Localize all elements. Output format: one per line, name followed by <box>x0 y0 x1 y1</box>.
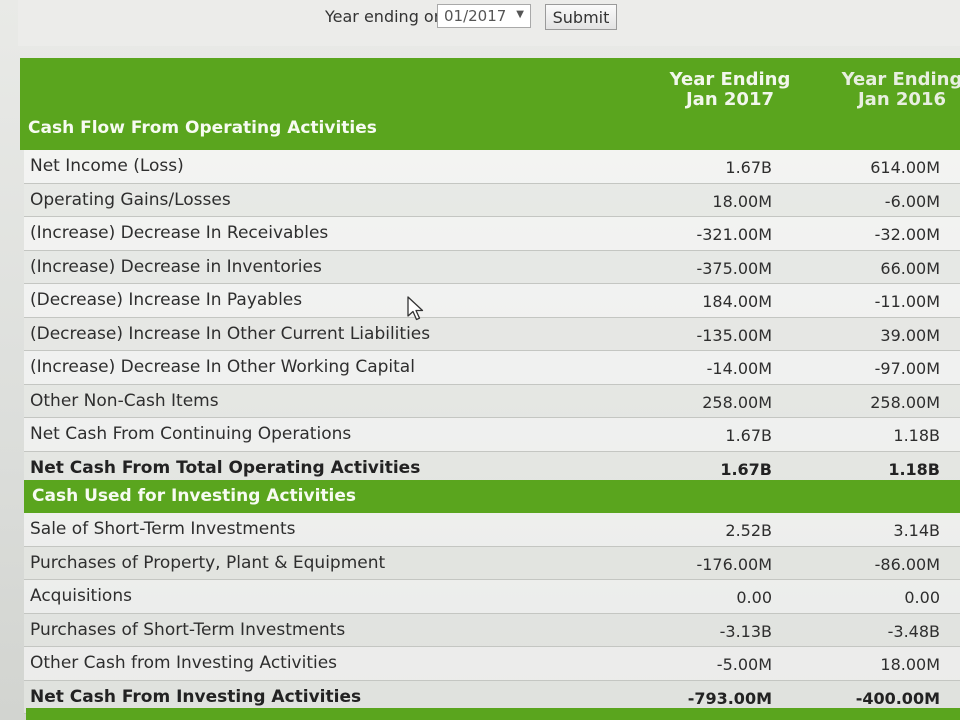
table-row: Purchases of Short-Term Investments -3.13… <box>24 614 960 648</box>
year-select[interactable]: 01/2017 ▼ <box>437 4 531 28</box>
column-header-jan-2016: Year Ending Jan 2016 <box>812 70 960 110</box>
year-ending-label: Year ending on <box>325 7 444 26</box>
table-row: Purchases of Property, Plant & Equipment… <box>24 547 960 581</box>
row-value-jan-2017: -793.00M <box>632 689 772 708</box>
year-select-value: 01/2017 <box>444 7 506 25</box>
row-value-jan-2016: -400.00M <box>800 689 940 708</box>
table-row: (Decrease) Increase In Payables 184.00M -1… <box>24 284 960 318</box>
row-value-jan-2017: 184.00M <box>632 292 772 311</box>
investing-rows: Sale of Short-Term Investments 2.52B 3.14B… <box>24 513 960 714</box>
table-row: Net Cash From Continuing Operations 1.67B… <box>24 418 960 452</box>
row-value-jan-2016: -86.00M <box>800 555 940 574</box>
row-label: Purchases of Short-Term Investments <box>30 620 345 640</box>
column-header-jan-2017: Year Ending Jan 2017 <box>640 70 820 110</box>
row-value-jan-2017: 1.67B <box>632 426 772 445</box>
section-header-financing <box>26 708 960 720</box>
row-value-jan-2017: -3.13B <box>632 622 772 641</box>
row-value-jan-2016: 39.00M <box>800 326 940 345</box>
row-value-jan-2016: -97.00M <box>800 359 940 378</box>
section-title-operating: Cash Flow From Operating Activities <box>28 118 377 138</box>
row-value-jan-2017: 18.00M <box>632 192 772 211</box>
row-value-jan-2017: 1.67B <box>632 158 772 177</box>
row-value-jan-2017: -176.00M <box>632 555 772 574</box>
chevron-down-icon: ▼ <box>516 9 524 20</box>
row-value-jan-2016: -6.00M <box>800 192 940 211</box>
row-label: (Increase) Decrease in Inventories <box>30 257 322 277</box>
table-row: (Decrease) Increase In Other Current Lia… <box>24 318 960 352</box>
row-value-jan-2016: 18.00M <box>800 655 940 674</box>
section-title-investing: Cash Used for Investing Activities <box>32 486 356 506</box>
row-value-jan-2017: 1.67B <box>632 460 772 479</box>
table-row: Acquisitions 0.00 0.00 <box>24 580 960 614</box>
table-row: (Increase) Decrease In Receivables -321.0… <box>24 217 960 251</box>
row-value-jan-2017: 258.00M <box>632 393 772 412</box>
row-value-jan-2017: -321.00M <box>632 225 772 244</box>
table-row: Other Cash from Investing Activities -5.0… <box>24 647 960 681</box>
row-value-jan-2017: 0.00 <box>632 588 772 607</box>
table-row: Sale of Short-Term Investments 2.52B 3.14B <box>24 513 960 547</box>
row-label: (Increase) Decrease In Receivables <box>30 223 328 243</box>
row-value-jan-2016: 0.00 <box>800 588 940 607</box>
table-row: Other Non-Cash Items 258.00M 258.00M <box>24 385 960 419</box>
row-label: Net Cash From Investing Activities <box>30 687 361 707</box>
row-label: Sale of Short-Term Investments <box>30 519 296 539</box>
mouse-pointer-icon <box>406 296 426 322</box>
row-label: (Decrease) Increase In Other Current Lia… <box>30 324 430 344</box>
row-value-jan-2016: 1.18B <box>800 426 940 445</box>
row-value-jan-2016: 258.00M <box>800 393 940 412</box>
row-label: Net Income (Loss) <box>30 156 184 176</box>
operating-rows: Net Income (Loss) 1.67B 614.00M Operating G… <box>24 150 960 485</box>
row-value-jan-2016: 614.00M <box>800 158 940 177</box>
row-label: Other Non-Cash Items <box>30 391 219 411</box>
row-label: Purchases of Property, Plant & Equipment <box>30 553 385 573</box>
row-label: Net Cash From Continuing Operations <box>30 424 351 444</box>
row-value-jan-2016: -3.48B <box>800 622 940 641</box>
row-label: Acquisitions <box>30 586 132 606</box>
row-value-jan-2016: 66.00M <box>800 259 940 278</box>
row-value-jan-2017: -14.00M <box>632 359 772 378</box>
row-value-jan-2016: -11.00M <box>800 292 940 311</box>
row-label: (Decrease) Increase In Payables <box>30 290 302 310</box>
table-row: (Increase) Decrease in Inventories -375.0… <box>24 251 960 285</box>
table-row: Net Income (Loss) 1.67B 614.00M <box>24 150 960 184</box>
row-value-jan-2016: -32.00M <box>800 225 940 244</box>
row-value-jan-2016: 3.14B <box>800 521 940 540</box>
table-row: Operating Gains/Losses 18.00M -6.00M <box>24 184 960 218</box>
row-label: Net Cash From Total Operating Activities <box>30 458 420 478</box>
row-label: Other Cash from Investing Activities <box>30 653 337 673</box>
submit-button[interactable]: Submit <box>545 4 617 30</box>
row-value-jan-2017: -135.00M <box>632 326 772 345</box>
row-value-jan-2017: -375.00M <box>632 259 772 278</box>
table-row: (Increase) Decrease In Other Working Cap… <box>24 351 960 385</box>
row-value-jan-2017: -5.00M <box>632 655 772 674</box>
row-value-jan-2016: 1.18B <box>800 460 940 479</box>
row-value-jan-2017: 2.52B <box>632 521 772 540</box>
row-label: (Increase) Decrease In Other Working Cap… <box>30 357 415 377</box>
table-header: Year Ending Jan 2017 Year Ending Jan 201… <box>20 58 960 150</box>
section-header-investing: Cash Used for Investing Activities <box>24 480 960 513</box>
row-label: Operating Gains/Losses <box>30 190 231 210</box>
